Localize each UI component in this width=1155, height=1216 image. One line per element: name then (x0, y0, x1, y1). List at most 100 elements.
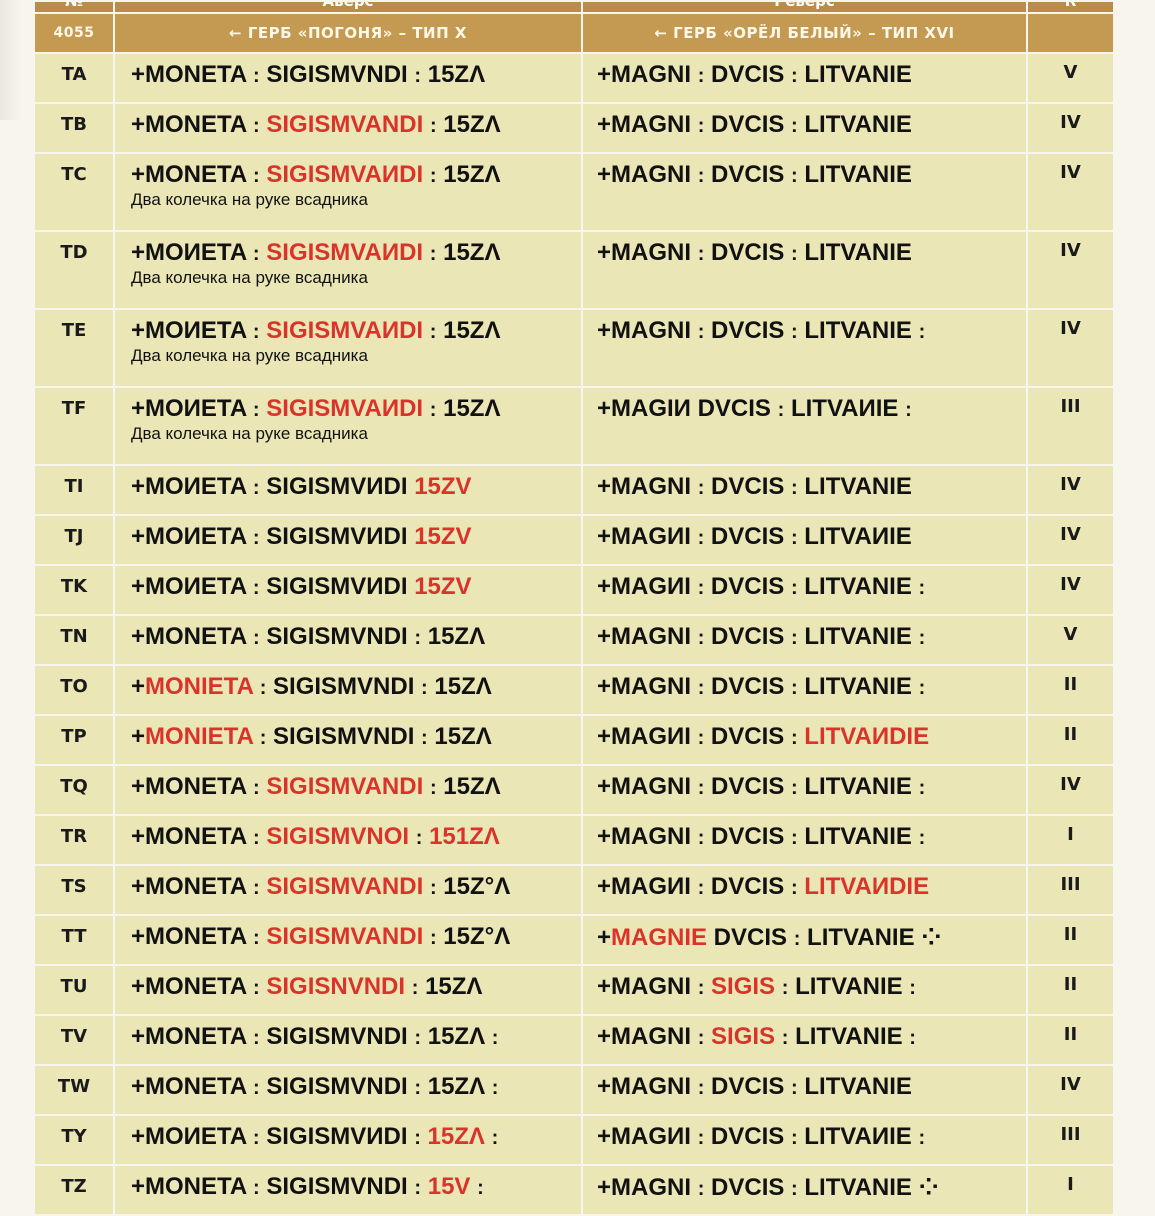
obverse-type-label: ← ГЕРБ «ПОГОНЯ» – ТИП X (113, 12, 583, 54)
legend-separator: : (697, 727, 705, 749)
legend-separator: : (697, 1178, 705, 1200)
column-header-row: № Аверс Реверс R (33, 0, 1115, 14)
reverse-legend: +MAGNI : DVCIS : LITVANIE : (584, 767, 1025, 801)
variety-code: TO (33, 664, 115, 716)
obverse-cell: +MOИETA : SIGISMVAИDI : 15ZΛ Два колечка … (113, 230, 583, 310)
legend-error-text: LITVAИDIE (804, 873, 930, 900)
legend-text: DVCIS (704, 623, 792, 650)
legend-separator: : (697, 477, 705, 499)
legend-separator: : (697, 777, 705, 799)
reverse-legend: +MAGNI : DVCIS : LITVANIE : (584, 817, 1025, 851)
legend-separator: : (918, 827, 926, 849)
legend-text: +MOИETA (131, 573, 253, 600)
rarity-grade: IV (1026, 102, 1115, 154)
reverse-cell: +MAGИI : DVCIS : LITVAИIE (581, 514, 1028, 566)
legend-text: +MONETA (131, 973, 254, 1000)
legend-text: +MAGNI (597, 673, 698, 700)
obverse-cell: +MONETA : SIGISMVNOI : 151ZΛ (113, 814, 583, 866)
table-row: TR +MONETA : SIGISMVNOI : 151ZΛ +MAGNI : D… (33, 814, 1115, 866)
obverse-note: Два колечка на руке всадника (131, 190, 368, 209)
legend-separator: : (697, 677, 705, 699)
legend-separator: : (909, 977, 916, 999)
legend-separator: : (697, 977, 705, 999)
variety-code: TI (33, 464, 115, 516)
rarity-grade: IV (1026, 564, 1115, 616)
legend-text (423, 923, 430, 950)
obverse-note: Два колечка на руке всадника (131, 424, 368, 443)
reverse-type-label: ← ГЕРБ «ОРЁЛ БЕЛЫЙ» – ТИП XVI (581, 12, 1028, 54)
legend-separator: : (259, 727, 267, 749)
legend-text: 15ZΛ (421, 1073, 492, 1100)
reverse-legend: +MAGNI : SIGIS : LITVANIE : (584, 1017, 1025, 1051)
legend-separator: : (252, 399, 260, 421)
rarity-grade: III (1026, 864, 1115, 916)
legend-text: +MOИETA (131, 1123, 253, 1150)
legend-text (704, 1023, 711, 1050)
legend-text: LITVAИIE (784, 395, 906, 422)
legend-separator: : (253, 877, 260, 899)
legend-separator: : (477, 1177, 484, 1199)
legend-separator: : (781, 977, 789, 999)
legend-text: 15Z°Λ (436, 873, 511, 900)
legend-separator: : (411, 977, 419, 999)
rarity-grade: I (1026, 1164, 1115, 1216)
obverse-cell: +MOИETA : SIGISMVИDI 15ZV (113, 514, 583, 566)
legend-text: +MAGNI (597, 973, 698, 1000)
legend-error-text: 15V (427, 1173, 471, 1200)
legend-text: DVCIS (704, 523, 791, 550)
legend-error-text: SIGISMVANDI (266, 873, 424, 900)
reverse-legend: +MAGИI : DVCIS : LITVAИDIE (584, 867, 1025, 901)
legend-text: 15ZΛ (421, 1023, 492, 1050)
obverse-legend: +MONETA : SIGISMVANDI : 15ZΛ (116, 105, 580, 139)
rarity-grade: II (1026, 964, 1115, 1016)
legend-text: DVCIS (704, 723, 791, 750)
legend-separator: : (697, 165, 705, 187)
legend-text: DVCIS (704, 61, 792, 88)
reverse-cell: +MAGNI : SIGIS : LITVANIE : (581, 964, 1028, 1016)
legend-text: LITVANIE (797, 773, 919, 800)
legend-separator: : (259, 677, 267, 699)
variety-code: TE (33, 308, 115, 388)
legend-separator: : (697, 627, 705, 649)
legend-text (423, 773, 430, 800)
legend-separator: : (790, 727, 798, 749)
table-row: TV +MONETA : SIGISMVNDI : 15ZΛ : +MAGNI : … (33, 1014, 1115, 1066)
obverse-legend: +MONETA : SIGISMVNDI : 15ZΛ (116, 55, 580, 89)
legend-text: 15ZΛ (421, 61, 486, 88)
legend-error-text: 15ZV (414, 523, 472, 550)
reverse-legend: +MAGИI : DVCIS : LITVANIE : (584, 567, 1025, 601)
legend-separator: : (253, 165, 260, 187)
reverse-legend: +MAGИI : DVCIS : LITVAИIE : (584, 1117, 1025, 1151)
legend-separator: : (414, 1127, 421, 1149)
legend-text: +MAGNI (597, 61, 698, 88)
legend-text: DVCIS (704, 317, 792, 344)
legend-text: + (597, 924, 612, 951)
obverse-cell: +MONETA : SIGISMVNDI : 15ZΛ (113, 614, 583, 666)
legend-separator: : (429, 321, 437, 343)
legend-text: LITVANIE (797, 823, 919, 850)
legend-separator: : (790, 877, 798, 899)
reverse-cell: +MAGNI : DVCIS : LITVANIE : (581, 814, 1028, 866)
reverse-legend: +MAGNI : DVCIS : LITVANIE (584, 233, 1025, 267)
legend-separator: : (791, 827, 798, 849)
legend-separator: : (253, 65, 260, 87)
table-row: TE +MOИETA : SIGISMVAИDI : 15ZΛ Два колечк… (33, 308, 1115, 388)
legend-error-text: SIGISMVANDI (266, 111, 424, 138)
rarity-grade: IV (1026, 514, 1115, 566)
legend-separator: : (918, 627, 926, 649)
legend-text: +MAGИI (597, 723, 698, 750)
rarity-grade: III (1026, 1114, 1115, 1166)
legend-text (423, 317, 430, 344)
variety-code: TU (33, 964, 115, 1016)
legend-separator: : (697, 577, 705, 599)
reverse-legend: +MAGNI : DVCIS : LITVANIE : (584, 667, 1025, 701)
reverse-legend: +MAGИI : DVCIS : LITVAИDIE (584, 717, 1025, 751)
obverse-cell: +MOИETA : SIGISMVAИDI : 15ZΛ Два колечка … (113, 386, 583, 466)
obverse-cell: +MONETA : SIGISMVNDI : 15ZΛ : (113, 1014, 583, 1066)
legend-separator: : (791, 1178, 798, 1200)
reverse-legend: +MAGNIE DVCIS : LITVANIE ⁘ (584, 917, 1025, 952)
legend-text: 15ZΛ (436, 395, 501, 422)
legend-separator: : (697, 243, 705, 265)
obverse-cell: +MONETA : SIGISMVANDI : 15ZΛ (113, 764, 583, 816)
legend-text (423, 161, 430, 188)
